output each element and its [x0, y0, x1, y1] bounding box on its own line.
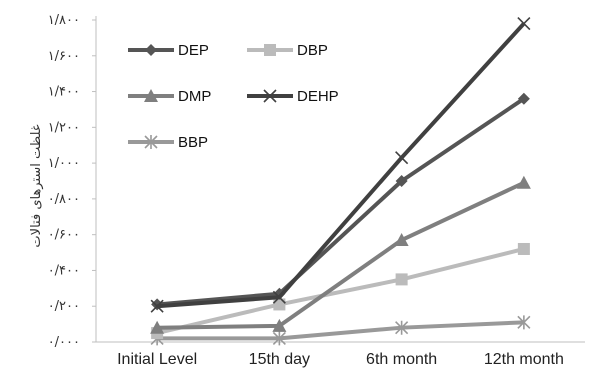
series-dep [151, 92, 530, 311]
data-point-marker [144, 89, 158, 102]
data-point-marker [263, 89, 277, 103]
axes [95, 16, 585, 343]
data-point-marker [272, 331, 286, 346]
y-axis-label: غلظت استرهای فتالات [29, 124, 44, 247]
series-line [157, 320, 524, 341]
data-point-marker [272, 318, 287, 332]
legend-item-dehp: DEHP [247, 88, 339, 105]
x-tick-labels: Initial Level 15th day 6th month 12th month [117, 351, 564, 368]
data-point-marker [273, 298, 286, 311]
data-point-marker [395, 151, 409, 165]
x-tick-label: 6th month [366, 351, 437, 368]
data-point-marker [517, 242, 530, 255]
series-line [157, 180, 525, 330]
legend-item-bbp: BBP [128, 134, 208, 151]
data-point-marker [150, 320, 165, 334]
y-tick-label: ۱/۶۰۰ [48, 49, 80, 64]
data-point-marker [395, 175, 408, 187]
data-point-marker [517, 315, 531, 330]
data-point-marker [517, 92, 530, 105]
data-point-marker [516, 175, 531, 189]
data-point-marker [394, 233, 409, 247]
legend: DEP DBP DMP DEHP BBP [128, 42, 339, 151]
x-tick-label: Initial Level [117, 351, 197, 368]
y-tick-label: ۱/۸۰۰ [48, 13, 80, 28]
y-tick-label: ۰/۶۰۰ [48, 228, 80, 243]
series-line [156, 22, 526, 309]
data-point-marker [272, 290, 286, 304]
y-tick-labels: ۰/۰۰۰ ۰/۲۰۰ ۰/۴۰۰ ۰/۶۰۰ ۰/۸۰۰ ۱/۰۰۰ ۱/۲۰۰ ۱/۴۰۰… [48, 13, 96, 350]
legend-label: BBP [178, 134, 208, 151]
series-line [156, 247, 525, 336]
data-point-marker [145, 44, 157, 56]
data-point-marker [517, 17, 531, 31]
series-dehp [150, 17, 531, 313]
y-tick-label: ۰/۴۰۰ [48, 263, 80, 278]
legend-label: DEHP [297, 88, 339, 105]
data-point-marker [144, 135, 158, 149]
legend-label: DBP [297, 42, 328, 59]
y-tick-label: ۰/۸۰۰ [48, 192, 80, 207]
legend-item-dmp: DMP [128, 88, 211, 105]
legend-item-dbp: DBP [247, 42, 328, 59]
y-tick-label: ۰/۰۰۰ [48, 335, 80, 350]
data-point-marker [395, 320, 409, 335]
y-tick-label: ۱/۲۰۰ [48, 120, 80, 135]
legend-item-dep: DEP [128, 42, 209, 59]
y-tick-label: ۰/۲۰۰ [48, 299, 80, 314]
series-lines [150, 17, 531, 346]
x-tick-label: 15th day [249, 351, 310, 368]
y-tick-label: ۱/۴۰۰ [48, 85, 80, 100]
data-point-marker [150, 299, 164, 313]
y-tick-label: ۱/۰۰۰ [48, 156, 80, 171]
legend-label: DMP [178, 88, 211, 105]
series-line [156, 97, 525, 307]
legend-label: DEP [178, 42, 209, 59]
data-point-marker [395, 273, 408, 286]
series-dmp [150, 175, 531, 334]
x-tick-label: 12th month [484, 351, 564, 368]
data-point-marker [264, 44, 276, 56]
